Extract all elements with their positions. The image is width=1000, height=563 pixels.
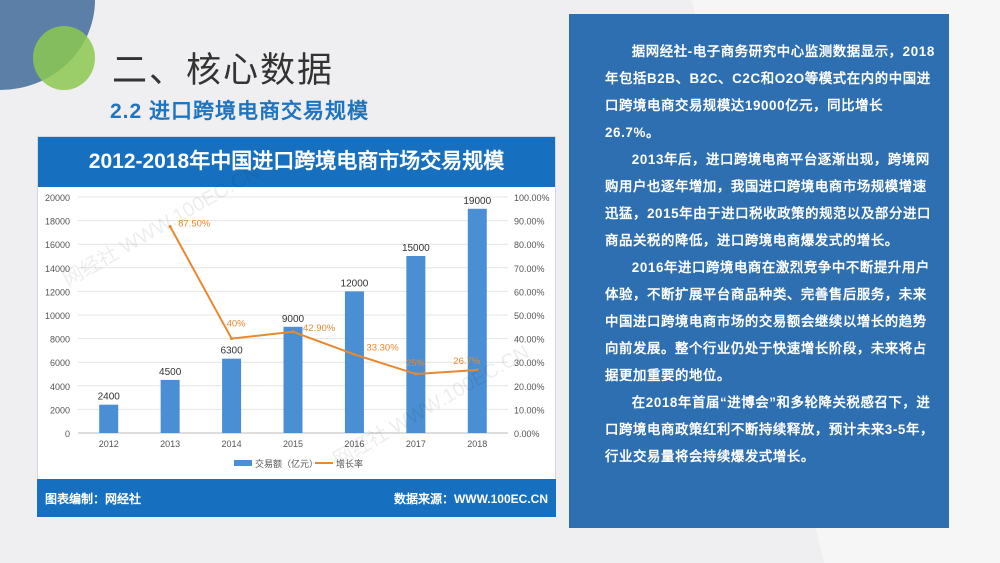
bar-data-label: 6300 [220, 346, 243, 357]
y-tick-right: 10.00% [514, 405, 545, 415]
chart-footer: 图表编制：网经社 数据来源：WWW.100EC.CN [37, 479, 556, 517]
line-data-label: 25% [406, 358, 426, 369]
x-tick-label: 2014 [222, 439, 242, 449]
bar-data-label: 12000 [341, 278, 369, 289]
slide-title: 二、核心数据 [112, 51, 335, 90]
y-tick-left: 2000 [50, 405, 70, 415]
y-tick-right: 20.00% [514, 382, 545, 392]
bar [222, 358, 242, 433]
footer-source: 数据来源：WWW.100EC.CN [393, 491, 548, 506]
paragraph-3: 2016年进口跨境电商在激烈竞争中不断提升用户体验，不断扩展平台商品种类、完善售… [605, 260, 930, 383]
x-tick-label: 2017 [406, 439, 426, 449]
bar-data-label: 19000 [463, 196, 491, 207]
y-tick-left: 18000 [45, 217, 70, 227]
decor-circle-green [33, 26, 95, 90]
chart-title: 2012-2018年中国进口跨境电商市场交易规模 [38, 137, 555, 187]
y-tick-right: 40.00% [514, 335, 545, 345]
line-data-label: 26.7% [453, 356, 480, 367]
y-tick-left: 4000 [50, 382, 70, 392]
y-tick-left: 6000 [50, 358, 70, 368]
bar [99, 404, 119, 433]
footer-credit: 图表编制：网经社 [45, 491, 142, 506]
growth-line [169, 226, 478, 376]
chart-svg: 0 0.00% 2000 10.00% 4000 20.00% 6000 30.00% 8000… [45, 160, 550, 471]
y-tick-left: 8000 [50, 335, 70, 345]
bar [406, 256, 426, 433]
line-point [291, 330, 295, 334]
bar-data-label: 9000 [282, 314, 305, 325]
line-point [352, 352, 356, 356]
y-tick-left: 10000 [45, 311, 70, 321]
y-tick-right: 100.00% [514, 193, 550, 203]
x-tick-label: 2015 [283, 439, 303, 449]
bar-data-label: 2400 [98, 392, 121, 403]
bar [467, 208, 487, 433]
bar [344, 291, 364, 433]
legend-line-label: 增长率 [336, 458, 363, 469]
y-tick-left: 0 [65, 429, 70, 439]
y-tick-right: 0.00% [514, 429, 540, 439]
x-tick-label: 2018 [467, 439, 487, 449]
x-tick-label: 2016 [344, 439, 364, 449]
y-tick-right: 80.00% [514, 240, 545, 250]
y-tick-right: 30.00% [514, 358, 545, 368]
y-tick-right: 90.00% [514, 217, 545, 227]
y-tick-left: 12000 [45, 287, 70, 297]
watermark: 网经社 WWW.100EC.CN [59, 160, 263, 291]
chart-panel: 2012-2018年中国进口跨境电商市场交易规模 0 0.00% 2000 10.00… [37, 136, 556, 517]
legend-bar-swatch [234, 460, 252, 466]
line-data-label: 42.90% [303, 323, 336, 334]
legend-bar-label: 交易额（亿元） [255, 458, 318, 469]
line-point [414, 372, 418, 376]
line-point [230, 337, 234, 341]
paragraph-1: 据网经社-电子商务研究中心监测数据显示，2018年包括B2B、B2C、C2C和O… [605, 44, 935, 140]
summary-text-box: 据网经社-电子商务研究中心监测数据显示，2018年包括B2B、B2C、C2C和O… [569, 14, 949, 528]
bar-data-label: 4500 [159, 367, 182, 378]
y-tick-left: 20000 [45, 193, 70, 203]
paragraph-4: 在2018年首届“进博会”和多轮降关税感召下，进口跨境电商政策红利不断持续释放，… [605, 395, 934, 464]
bar [160, 379, 180, 433]
y-tick-left: 16000 [45, 240, 70, 250]
line-data-label: 87.50% [178, 219, 211, 230]
y-tick-left: 14000 [45, 264, 70, 274]
slide-subtitle: 2.2 进口跨境电商交易规模 [110, 100, 370, 123]
bar [283, 326, 303, 433]
x-tick-label: 2012 [99, 439, 119, 449]
line-data-label: 33.30% [366, 342, 399, 353]
bar-data-label: 15000 [402, 243, 430, 254]
paragraph-2: 2013年后，进口跨境电商平台逐渐出现，跨境网购用户也逐年增加，我国进口跨境电商… [605, 152, 931, 248]
y-tick-right: 50.00% [514, 311, 545, 321]
y-tick-right: 70.00% [514, 264, 545, 274]
line-point [168, 225, 172, 228]
line-point [475, 368, 479, 372]
x-tick-label: 2013 [160, 439, 180, 449]
line-data-label: 40% [227, 319, 247, 330]
y-tick-right: 60.00% [514, 287, 545, 297]
